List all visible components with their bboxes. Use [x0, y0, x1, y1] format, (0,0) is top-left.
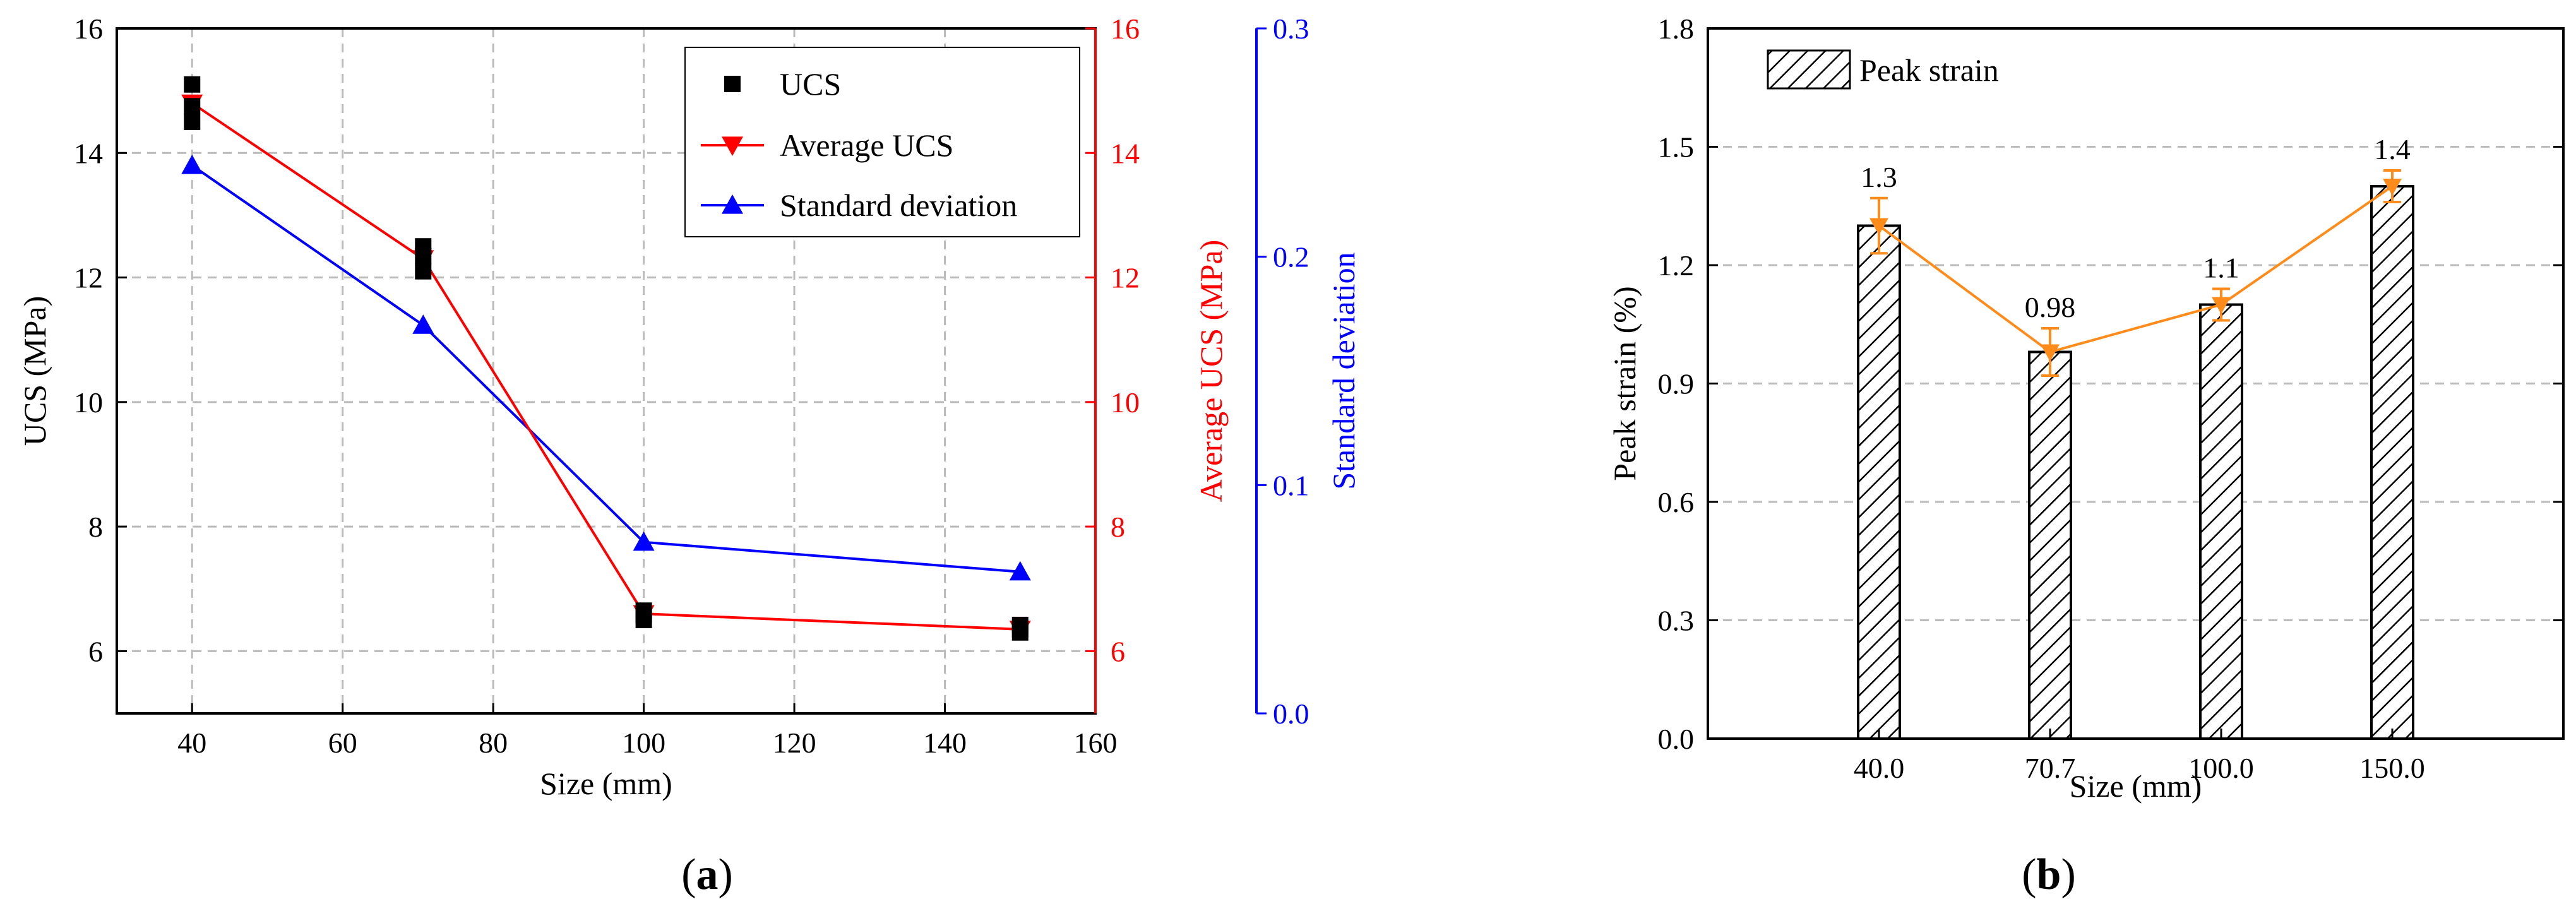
legend-average-ucs-label: Average UCS: [780, 128, 953, 163]
ucs-point: [184, 113, 201, 130]
panel-a-x-tick-label: 80: [479, 727, 508, 759]
panel-a-y-left-axis-label: UCS (MPa): [17, 296, 52, 446]
panel-b-x-tick-label-150-0: 150.0: [2359, 752, 2425, 784]
peak-strain-bar-40-0: [1857, 224, 1901, 740]
panel-b-y-tick-label: 1.8: [1658, 13, 1695, 45]
panel-b-y-tick-label: 0.0: [1658, 723, 1695, 755]
panel-a-y-right1-tick-label: 14: [1111, 137, 1140, 169]
standard-deviation-point: [412, 314, 434, 334]
panel-a-x-tick-label: 140: [923, 727, 967, 759]
legend-peak-strain-label: Peak strain: [1859, 52, 1999, 88]
panel-a-series: [181, 76, 1031, 641]
peak-strain-trend-point: [1869, 218, 1888, 235]
standard-deviation-point: [1009, 561, 1031, 581]
panel-a-x-axis-label: Size (mm): [540, 766, 672, 801]
peak-strain-trend-point: [2041, 344, 2060, 362]
panel-a-y-left-tick-label: 12: [74, 262, 103, 294]
standard-deviation-point: [181, 155, 203, 174]
peak-strain-value-label: 0.98: [2025, 291, 2076, 323]
panel-a-y-right1-tick-label: 12: [1111, 262, 1140, 294]
peak-strain-value-label: 1.3: [1861, 161, 1897, 193]
panel-b-grid: [1708, 146, 2563, 621]
peak-strain-trend-point: [2212, 297, 2231, 314]
panel-a-x-tick-label: 120: [773, 727, 816, 759]
panel-a-x-tick-label: 100: [622, 727, 665, 759]
panel-a-y-right1-tick-label: 10: [1111, 386, 1140, 419]
panel-a-x-tick-label: 160: [1074, 727, 1118, 759]
panel-a-y-right1-tick-label: 6: [1111, 635, 1125, 667]
peak-strain-bar-100-0: [2199, 303, 2243, 740]
peak-strain-trend-line: [1878, 185, 2394, 354]
legend-average-ucs-marker: [722, 136, 743, 156]
peak-strain-trend-point: [2383, 179, 2402, 196]
panel-a-y-right2-tick-label: 0.2: [1273, 241, 1309, 273]
panel-b-x-tick-label-40-0: 40.0: [1854, 752, 1905, 784]
panel-b-x-tick-label-70-7: 70.7: [2025, 752, 2076, 784]
panel-b-trend-line: 1.3 0.98 1.1 1.4: [1861, 133, 2411, 377]
panel-a-y-left-tick-label: 14: [74, 137, 103, 169]
legend-peak-strain-swatch: [1767, 49, 1851, 90]
ucs-point: [415, 247, 432, 265]
panel-a-y-right2-tick-label: 0.3: [1273, 13, 1309, 45]
average-ucs-line: [191, 102, 1020, 631]
panel-a-y-left-tick-label: 8: [88, 511, 103, 543]
panel-b-bars: [1857, 185, 2414, 740]
panel-a-x-tick-label: 40: [177, 727, 206, 759]
panel-a-y-left-tick-label: 10: [74, 386, 103, 419]
panel-a-y-right2-axis-label: Standard deviation: [1326, 252, 1361, 489]
panel-b-y-tick-label: 1.5: [1658, 131, 1695, 164]
panel-a-y-right1-axis-label: Average UCS (MPa): [1193, 240, 1229, 503]
panel-b-legend: Peak strain: [1767, 49, 1999, 90]
panel-b-y-axis-label: Peak strain (%): [1607, 286, 1642, 480]
panel-a-y-left-tick-label: 16: [74, 13, 103, 45]
peak-strain-value-label: 1.1: [2203, 252, 2239, 284]
panel-a-legend: UCS Average UCS Standard deviation: [684, 47, 1080, 237]
ucs-point: [1011, 624, 1029, 641]
panel-a-y-right1-tick-label: 16: [1111, 13, 1140, 45]
legend-ucs-label: UCS: [780, 66, 841, 102]
panel-b-ticks: 0.0 0.3 0.6 0.9 1.2 1.5 1.8 40.0 70.7 100.0 150.0: [1658, 13, 2563, 784]
panel-b-y-tick-label: 0.9: [1658, 368, 1695, 400]
standard-deviation-line: [191, 164, 1020, 573]
peak-strain-bar-150-0: [2370, 185, 2414, 740]
panel-b-x-axis-label: Size (mm): [2070, 768, 2202, 804]
standard-deviation-point: [633, 531, 655, 551]
panel-b-x-tick-label-100-0: 100.0: [2188, 752, 2254, 784]
ucs-point: [184, 76, 201, 93]
panel-a-y-right2-tick-label: 0.0: [1273, 698, 1309, 730]
panel-b-y-tick-label: 0.3: [1658, 605, 1695, 637]
panel-a-y-right2-tick-label: 0.1: [1273, 469, 1309, 501]
panel-b-y-tick-label: 0.6: [1658, 486, 1695, 518]
ucs-point: [635, 612, 652, 629]
panel-b-chart: 1.3 0.98 1.1 1.4 0.0 0.3 0.6 0.9 1.2 1.5 1.8 40.0 7…: [1607, 13, 2565, 899]
panel-b-label: (b): [2022, 850, 2076, 899]
ucs-point: [184, 98, 201, 115]
peak-strain-value-label: 1.4: [2374, 133, 2411, 165]
panel-a-y-right1-tick-label: 8: [1111, 511, 1125, 543]
legend-ucs-marker: [724, 76, 741, 92]
legend-standard-deviation-label: Standard deviation: [780, 188, 1017, 223]
panel-a-ticks: 40 60 80 100 120 140 160 6 8 10 12 14 16 6 8 10 12 14 16 0.…: [74, 13, 1309, 759]
panel-a-y-left-tick-label: 6: [88, 635, 103, 667]
peak-strain-bar-70-7: [2028, 350, 2072, 740]
panel-a-chart: 40 60 80 100 120 140 160 6 8 10 12 14 16 6 8 10 12 14 16 0.…: [17, 13, 1361, 899]
legend-standard-deviation-marker: [722, 194, 743, 214]
panel-a-label: (a): [681, 850, 733, 899]
ucs-point: [415, 263, 432, 280]
panel-b-y-tick-label: 1.2: [1658, 249, 1695, 282]
panel-a-x-tick-label: 60: [328, 727, 357, 759]
